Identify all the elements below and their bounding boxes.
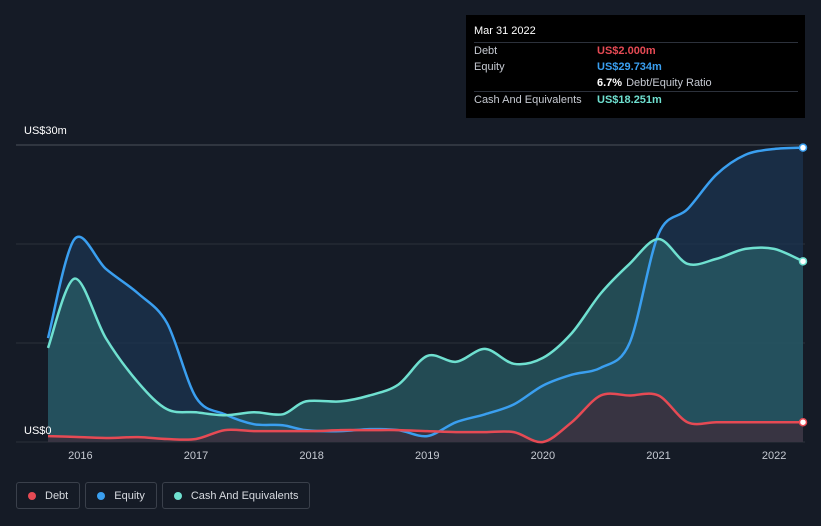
tooltip-ratio-value: 6.7% [597, 77, 623, 89]
tooltip-label-cash: Cash And Equivalents [474, 94, 582, 106]
series-areas [48, 147, 803, 443]
end-marker-debt [798, 417, 808, 427]
x-tick-label-2021: 2021 [646, 450, 671, 462]
legend-label-debt: Debt [45, 489, 69, 502]
area-cash-and-equivalents [48, 239, 803, 442]
series-end-markers [798, 143, 808, 427]
tooltip-row-equity: Equity US$29.734m [474, 59, 798, 75]
tooltip-value-debt: US$2.000m [597, 45, 656, 57]
y-tick-label-zero: US$0 [24, 425, 52, 437]
tooltip-date: Mar 31 2022 [474, 25, 536, 37]
y-tick-label-top: US$30m [24, 125, 67, 137]
line-cash-and-equivalents [46, 237, 804, 417]
legend-dot-equity [97, 491, 106, 500]
legend-dot-cash [173, 491, 182, 500]
legend-dot-debt [28, 491, 36, 500]
x-tick-label-2016: 2016 [68, 450, 93, 462]
legend: Debt Equity Cash And Equivalents [16, 482, 311, 509]
tooltip-label-debt: Debt [474, 45, 498, 57]
end-marker-equity [798, 143, 808, 152]
tooltip-row-ratio: 6.7% Debt/Equity Ratio [474, 75, 798, 91]
legend-item-cash[interactable]: Cash And Equivalents [161, 482, 311, 509]
legend-label-equity: Equity [114, 489, 145, 502]
line-debt [47, 392, 803, 444]
tooltip-row-debt: Debt US$2.000m [474, 42, 798, 59]
tooltip-panel: Mar 31 2022 Debt US$2.000m Equity US$29.… [466, 15, 805, 118]
line-equity [46, 146, 804, 438]
x-tick-label-2022: 2022 [761, 450, 787, 462]
legend-label-cash: Cash And Equivalents [190, 489, 299, 502]
legend-item-equity[interactable]: Equity [85, 482, 157, 509]
legend-item-debt[interactable]: Debt [16, 482, 81, 509]
tooltip-value-equity: US$29.734m [597, 61, 662, 73]
x-tick-label-2019: 2019 [414, 450, 440, 462]
x-tick-label-2018: 2018 [299, 450, 324, 462]
tooltip-row-cash: Cash And Equivalents US$18.251m [474, 91, 798, 108]
x-tick-label-2017: 2017 [183, 450, 209, 462]
end-marker-cash-and-equivalents [798, 257, 808, 266]
series-lines [46, 146, 804, 444]
x-tick-label-2020: 2020 [530, 450, 556, 462]
tooltip-ratio-label: Debt/Equity Ratio [626, 77, 712, 89]
tooltip-value-cash: US$18.251m [597, 94, 662, 106]
tooltip-label-equity: Equity [474, 61, 505, 73]
